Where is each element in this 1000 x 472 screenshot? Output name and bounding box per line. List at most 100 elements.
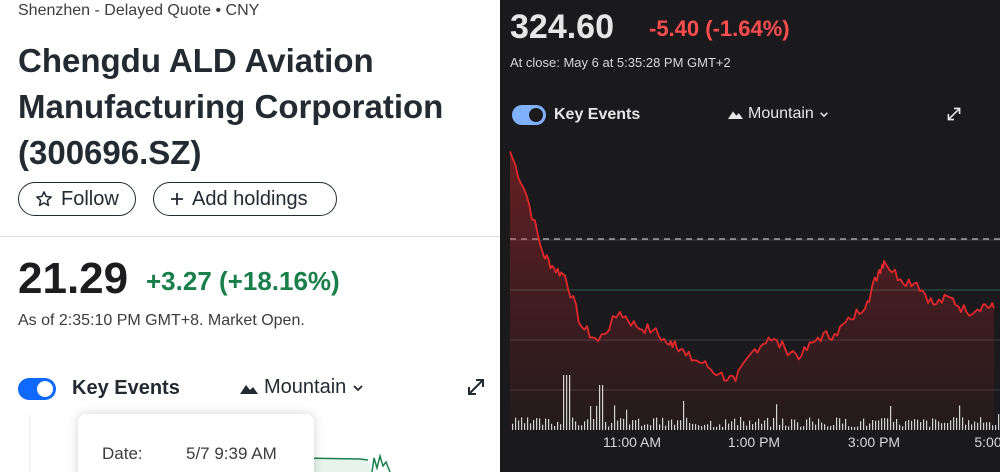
quote-panel-right: 324.60 -5.40 (-1.64%) At close: May 6 at… <box>500 0 1000 472</box>
volume-bar <box>512 423 514 430</box>
expand-icon <box>468 379 484 395</box>
volume-bar <box>995 425 997 430</box>
volume-bar <box>851 426 853 430</box>
volume-bar <box>521 417 523 430</box>
volume-bar <box>923 419 925 430</box>
volume-bar <box>671 419 673 430</box>
volume-bar <box>704 424 706 430</box>
volume-bar <box>947 423 949 430</box>
key-events-label: Key Events <box>72 377 180 399</box>
chart-type-dropdown[interactable]: Mountain <box>240 376 364 399</box>
plus-icon <box>171 193 183 205</box>
chart-type-label: Mountain <box>748 105 814 122</box>
volume-bar <box>929 426 931 430</box>
volume-bar <box>839 418 841 430</box>
volume-bar <box>608 426 610 430</box>
volume-bar <box>860 421 862 430</box>
tooltip-date-value: 5/7 9:39 AM <box>186 444 277 463</box>
volume-bar <box>626 409 628 430</box>
volume-bar <box>893 421 895 430</box>
volume-bar <box>653 418 655 430</box>
volume-bar <box>758 418 760 430</box>
volume-bar <box>593 419 595 430</box>
volume-bar <box>548 419 550 430</box>
volume-bar <box>788 426 790 430</box>
volume-bar <box>644 424 646 430</box>
volume-bar <box>962 417 964 430</box>
expand-chart-button[interactable] <box>466 377 486 403</box>
volume-bar <box>620 418 622 430</box>
volume-bar <box>902 426 904 430</box>
volume-bar <box>827 426 829 430</box>
volume-bar <box>935 419 937 430</box>
volume-bar <box>656 417 658 430</box>
volume-bar <box>848 426 850 430</box>
volume-bar <box>857 426 859 430</box>
expand-icon <box>947 107 961 121</box>
company-title: Chengdu ALD Aviation Manufacturing Corpo… <box>18 42 444 171</box>
divider <box>0 236 500 237</box>
key-events-toggle[interactable] <box>18 378 56 400</box>
volume-bar <box>527 417 529 430</box>
volume-bar <box>956 417 958 430</box>
volume-bar <box>557 421 559 430</box>
volume-bar <box>833 425 835 430</box>
volume-bars <box>512 375 1000 430</box>
volume-bar <box>998 414 1000 430</box>
volume-bar <box>743 421 745 430</box>
volume-bar <box>641 425 643 430</box>
volume-bar <box>980 417 982 430</box>
volume-bar <box>611 422 613 430</box>
volume-bar <box>746 425 748 430</box>
volume-bar <box>878 420 880 430</box>
volume-bar <box>959 405 961 430</box>
volume-bar <box>617 420 619 430</box>
chevron-down-icon <box>819 111 828 117</box>
volume-bar <box>752 424 754 430</box>
volume-bar <box>818 418 820 430</box>
volume-bar <box>701 426 703 430</box>
volume-bar <box>782 418 784 430</box>
volume-bar <box>692 423 694 430</box>
volume-bar <box>719 424 721 430</box>
volume-bar <box>599 385 601 430</box>
follow-button[interactable]: Follow <box>18 182 136 216</box>
volume-bar <box>971 424 973 430</box>
volume-bar <box>905 421 907 430</box>
volume-bar <box>623 418 625 430</box>
volume-bar <box>938 421 940 430</box>
expand-chart-button[interactable] <box>946 106 962 127</box>
volume-bar <box>515 417 517 430</box>
x-tick-label: 1:00 PM <box>727 434 781 450</box>
volume-bar <box>587 419 589 430</box>
volume-bar <box>563 375 565 430</box>
volume-bar <box>872 420 874 430</box>
volume-bar <box>953 417 955 430</box>
volume-bar <box>926 420 928 430</box>
volume-bar <box>680 420 682 430</box>
volume-bar <box>776 404 778 430</box>
volume-bar <box>695 424 697 430</box>
volume-bar <box>890 406 892 430</box>
volume-bar <box>779 424 781 430</box>
volume-bar <box>863 418 865 430</box>
volume-bar <box>821 422 823 430</box>
volume-bar <box>773 417 775 430</box>
add-holdings-button[interactable]: Add holdings <box>153 182 337 216</box>
volume-bar <box>689 423 691 430</box>
chart-type-dropdown[interactable]: Mountain <box>728 105 829 123</box>
volume-bar <box>539 418 541 430</box>
volume-bar <box>647 424 649 430</box>
volume-bar <box>650 425 652 430</box>
price-area <box>510 151 994 428</box>
intraday-chart <box>509 151 1000 430</box>
volume-bar <box>728 423 730 430</box>
key-events-toggle[interactable] <box>512 105 546 125</box>
volume-bar <box>983 422 985 430</box>
volume-bar <box>572 417 574 430</box>
price-change: +3.27 (+18.16%) <box>146 266 340 296</box>
add-holdings-label: Add holdings <box>192 187 308 210</box>
star-icon <box>36 191 52 207</box>
volume-bar <box>989 422 991 430</box>
volume-bar <box>941 423 943 430</box>
